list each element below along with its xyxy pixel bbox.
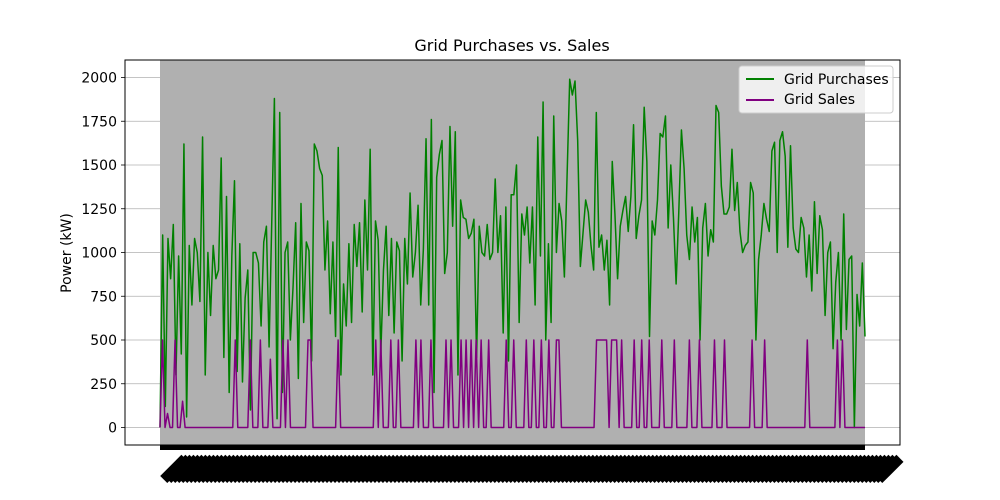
y-tick-label: 250: [90, 377, 117, 393]
legend-label-grid-purchases: Grid Purchases: [784, 72, 889, 88]
chart-title: Grid Purchases vs. Sales: [414, 36, 609, 55]
x-ticks: [160, 445, 904, 484]
y-tick-label: 1500: [81, 158, 117, 174]
series-line-grid-purchases: [159, 78, 866, 429]
y-axis-label: Power (kW): [59, 213, 75, 293]
legend-box: [738, 65, 894, 114]
series-line-grid-sales: [159, 339, 865, 429]
y-ticks: 0 250 500 750 1000 1250 1500 1750 2000: [81, 71, 125, 437]
y-tick-label: 2000: [81, 71, 117, 87]
x-tick-band: [160, 445, 865, 450]
x-tick-label: [875, 454, 904, 484]
y-tick-label: 1250: [81, 202, 117, 218]
y-tick-label: 500: [90, 333, 117, 349]
y-tick-label: 0: [108, 421, 117, 437]
legend-label-grid-sales: Grid Sales: [784, 92, 855, 108]
series-layer: [159, 78, 866, 429]
y-tick-label: 750: [90, 289, 117, 305]
y-tick-label: 1000: [81, 246, 117, 262]
legend: Grid Purchases Grid Sales: [738, 65, 894, 114]
y-tick-label: 1750: [81, 114, 117, 130]
